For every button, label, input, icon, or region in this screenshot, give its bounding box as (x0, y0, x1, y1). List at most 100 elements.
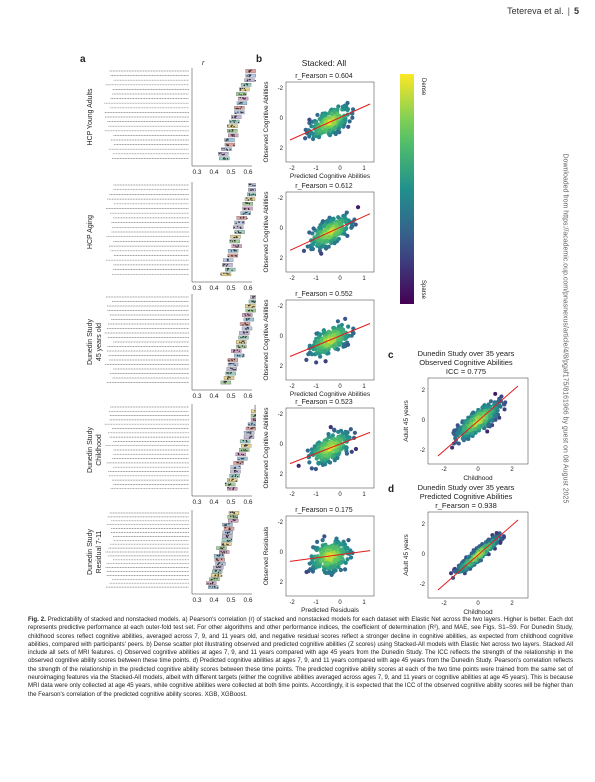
box-mark (227, 249, 239, 253)
data-point (250, 197, 253, 199)
data-point (226, 531, 229, 534)
density-point (486, 402, 491, 407)
data-point (227, 376, 229, 378)
data-point (253, 305, 255, 308)
density-point (485, 429, 490, 434)
data-point (233, 226, 235, 229)
density-point (497, 531, 502, 536)
data-point (254, 300, 256, 303)
data-point (211, 582, 214, 585)
data-point (234, 516, 236, 518)
data-point (232, 519, 234, 521)
density-point (344, 210, 349, 215)
density-colorbar: Dense Sparse (400, 74, 426, 304)
data-point (223, 551, 225, 554)
data-point (220, 152, 222, 154)
data-point (232, 488, 234, 491)
data-point (234, 368, 236, 371)
data-point (246, 319, 248, 321)
density-point (344, 445, 349, 450)
density-point (483, 543, 488, 548)
data-point (228, 273, 230, 275)
data-point (229, 483, 232, 485)
data-point (244, 313, 246, 315)
density-point (502, 407, 507, 412)
density-point (493, 417, 498, 422)
x-tick-label: 0 (338, 600, 342, 606)
density-point (482, 419, 487, 424)
x-tick-label: 0.5 (226, 169, 235, 176)
x-tick-label: 0.5 (226, 393, 235, 400)
density-point (341, 330, 346, 335)
regression-line (437, 519, 519, 591)
data-point (220, 273, 222, 275)
data-point (236, 225, 239, 228)
header-author: Tetereva et al. (507, 6, 564, 16)
density-point (326, 131, 331, 136)
density-point (325, 547, 330, 553)
data-point (233, 135, 235, 137)
data-point (248, 183, 251, 186)
x-tick-label: 0 (338, 166, 342, 172)
data-point (217, 562, 220, 565)
density-point (311, 226, 316, 231)
density-point (303, 127, 308, 132)
data-point (216, 587, 219, 589)
data-point (221, 552, 224, 554)
data-point (221, 563, 223, 565)
data-point (231, 269, 233, 272)
data-point (233, 125, 235, 128)
data-point (225, 534, 228, 537)
data-point (225, 139, 228, 142)
data-point (236, 349, 238, 352)
data-point (228, 479, 230, 481)
data-point (224, 382, 226, 384)
density-point (350, 107, 356, 112)
data-point (213, 585, 216, 588)
data-point (216, 554, 218, 557)
data-point (230, 371, 232, 374)
data-point (233, 349, 235, 351)
data-point (238, 102, 241, 105)
data-point (229, 539, 231, 542)
scatter-stat: r_Fearson = 0.523 (295, 399, 353, 406)
data-point (250, 427, 252, 430)
box-mark (227, 358, 239, 362)
data-point (231, 521, 233, 523)
y-tick-label: 0 (280, 442, 284, 448)
data-point (230, 255, 233, 257)
density-point (327, 115, 332, 120)
y-axis-label: Observed Cognitive Abilities (263, 191, 270, 273)
density-point (343, 219, 348, 224)
density-point (336, 561, 342, 566)
x-tick-label: 0.6 (243, 169, 252, 176)
density-point (318, 332, 323, 337)
figure-caption: Fig. 2. Predictability of stacked and no… (28, 616, 573, 699)
x-tick-label: 0.4 (209, 499, 218, 506)
data-point (217, 575, 219, 577)
density-point (307, 134, 312, 139)
data-point (244, 202, 247, 204)
data-point (227, 144, 230, 146)
data-point (229, 511, 232, 514)
box-mark (224, 138, 235, 142)
x-tick-label: 0.3 (192, 597, 201, 604)
data-point (244, 322, 246, 324)
x-tick-label: -1 (313, 384, 319, 390)
data-point (237, 245, 239, 247)
x-tick-label: -2 (289, 166, 295, 172)
data-point (254, 184, 256, 187)
data-point (219, 554, 221, 556)
density-point (337, 220, 342, 225)
data-point (242, 340, 245, 342)
data-point (232, 120, 234, 122)
data-point (248, 70, 251, 72)
data-point (243, 87, 245, 90)
box-mark (214, 558, 225, 562)
data-point (246, 331, 249, 334)
density-point (332, 125, 337, 130)
box-mark (245, 304, 256, 308)
x-tick-label: 0 (476, 467, 480, 473)
density-point (303, 136, 308, 141)
density-point (324, 437, 329, 442)
